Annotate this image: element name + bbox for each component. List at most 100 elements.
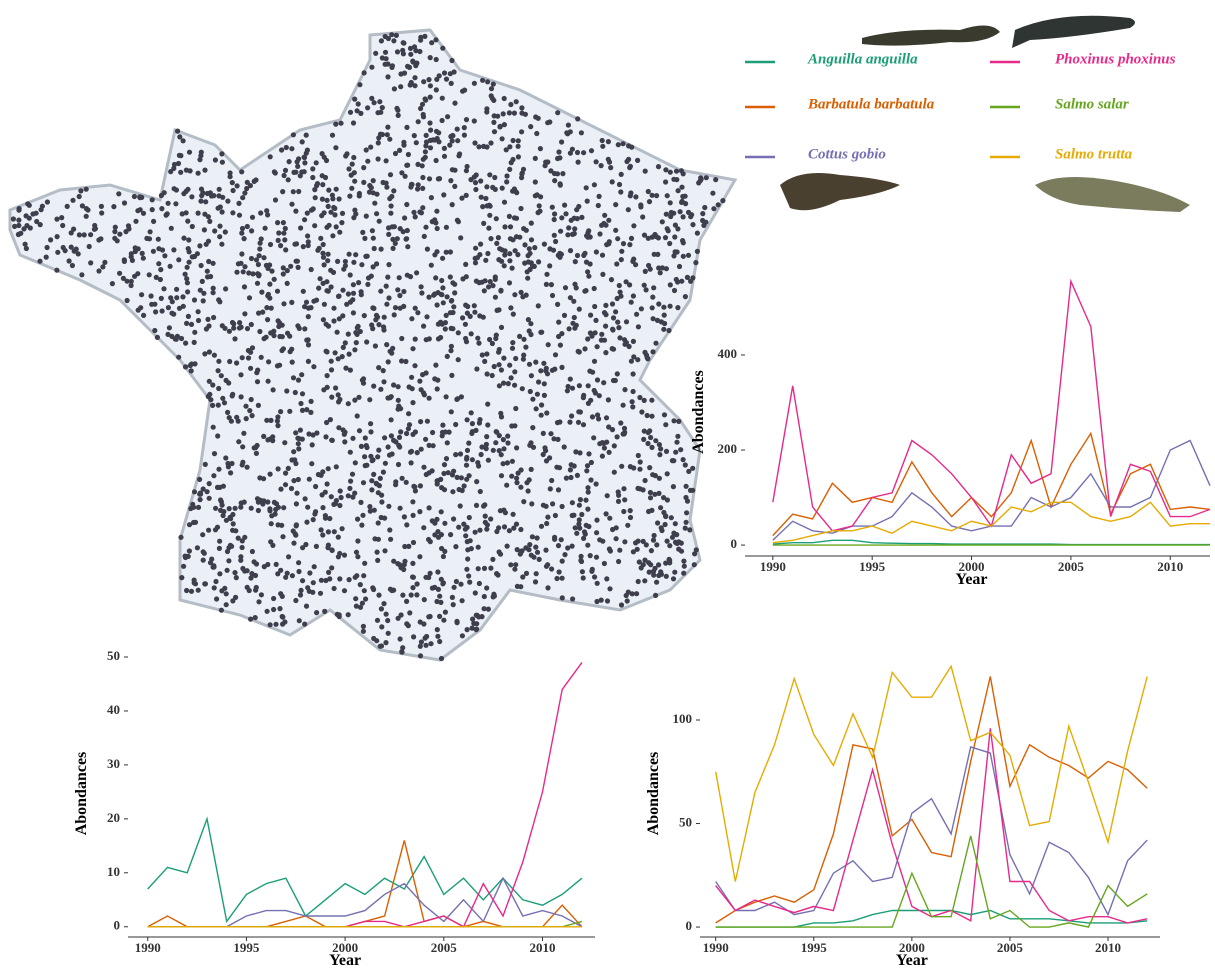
site-dot <box>554 171 561 177</box>
site-dot <box>627 508 633 514</box>
site-dot <box>628 235 635 241</box>
site-dot <box>474 626 480 632</box>
site-dot <box>10 216 16 222</box>
site-dot <box>273 501 280 507</box>
site-dot <box>352 460 358 466</box>
site-dot <box>475 544 481 550</box>
site-dot <box>541 241 548 247</box>
site-dot <box>385 124 391 130</box>
site-dot <box>511 525 517 531</box>
site-dot <box>225 464 231 470</box>
site-dot <box>292 389 298 396</box>
site-dot <box>234 183 240 189</box>
site-dot <box>488 93 494 99</box>
site-dot <box>391 188 397 194</box>
site-dot <box>514 190 520 196</box>
site-dot <box>402 215 408 221</box>
site-dot <box>483 257 489 263</box>
site-dot <box>335 258 341 264</box>
site-dot <box>642 578 648 584</box>
site-dot <box>396 403 402 409</box>
site-dot <box>296 618 302 624</box>
site-dot <box>198 491 204 497</box>
site-dot <box>420 185 426 191</box>
site-dot <box>300 578 306 584</box>
site-dot <box>543 547 549 553</box>
site-dot <box>317 276 323 282</box>
site-dot <box>387 348 393 354</box>
site-dot <box>585 506 591 512</box>
site-dot <box>146 272 152 278</box>
site-dot <box>331 318 337 324</box>
site-dot <box>507 166 513 172</box>
site-dot <box>542 445 548 451</box>
site-dot <box>240 195 246 201</box>
site-dot <box>76 193 82 200</box>
site-dot <box>322 174 329 181</box>
site-dot <box>229 180 235 186</box>
site-dot <box>679 199 685 205</box>
site-dot <box>451 69 457 75</box>
site-dot <box>369 478 375 484</box>
site-dot <box>274 363 281 369</box>
site-dot <box>215 433 221 439</box>
site-dot <box>629 591 635 597</box>
site-dot <box>678 168 685 174</box>
site-dot <box>361 70 367 76</box>
site-dot <box>540 430 546 436</box>
site-dot <box>418 284 424 290</box>
site-dot <box>398 84 404 90</box>
site-dot <box>438 655 445 662</box>
site-dot <box>472 255 478 261</box>
site-dot <box>477 488 483 495</box>
site-dot <box>265 561 271 568</box>
y-axis-label: Abondances <box>690 370 707 454</box>
site-dot <box>338 120 344 126</box>
site-dot <box>310 174 316 181</box>
site-dot <box>345 291 351 297</box>
site-dot <box>34 218 40 225</box>
site-dot <box>676 263 683 270</box>
site-dot <box>404 227 410 234</box>
site-dot <box>670 576 677 582</box>
site-dot <box>327 515 333 522</box>
site-dot <box>604 493 610 499</box>
site-dot <box>490 447 496 453</box>
site-dot <box>219 209 225 215</box>
site-dot <box>572 325 578 331</box>
site-dot <box>375 454 381 460</box>
site-dot <box>125 223 132 229</box>
site-dot <box>551 216 557 223</box>
site-dot <box>617 289 623 295</box>
site-dot <box>294 490 300 496</box>
site-dot <box>374 261 380 267</box>
site-dot <box>410 59 416 65</box>
site-dot <box>703 175 709 181</box>
site-dot <box>388 210 394 216</box>
site-dot <box>420 174 426 181</box>
x-tick-label: 1990 <box>760 559 786 574</box>
site-dot <box>637 459 643 465</box>
site-dot <box>267 281 273 287</box>
site-dot <box>264 417 270 423</box>
site-dot <box>505 433 511 439</box>
site-dot <box>302 621 308 627</box>
site-dot <box>606 217 612 223</box>
site-dot <box>414 581 420 587</box>
site-dot <box>265 499 271 505</box>
site-dot <box>447 249 453 255</box>
site-dot <box>350 435 356 441</box>
site-dot <box>384 184 390 190</box>
site-dot <box>440 553 446 560</box>
site-dot <box>173 201 179 207</box>
site-dot <box>518 526 524 533</box>
site-dot <box>78 188 84 194</box>
site-dot <box>507 224 514 230</box>
series-line <box>715 676 1148 924</box>
site-dot <box>291 540 297 546</box>
site-dot <box>135 208 141 214</box>
site-dot <box>370 457 376 463</box>
site-dot <box>508 101 514 108</box>
site-dot <box>454 474 460 480</box>
site-dot <box>275 220 281 226</box>
